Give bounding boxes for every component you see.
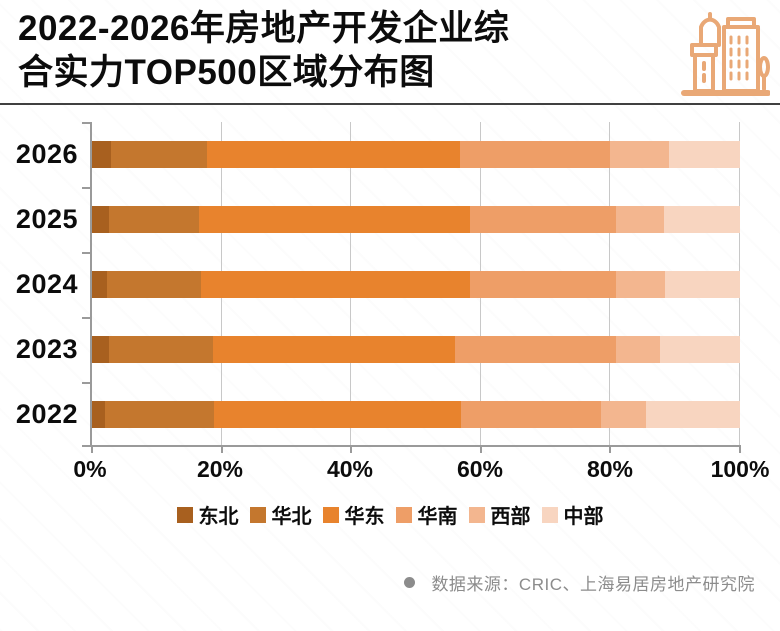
header-divider bbox=[0, 103, 780, 105]
legend-label-西部: 西部 bbox=[490, 506, 531, 528]
x-tick-label: 100% bbox=[710, 456, 770, 482]
bar-segment-华南 bbox=[469, 271, 616, 298]
bar-segment-东北 bbox=[92, 141, 112, 168]
bar-segment-华北 bbox=[111, 141, 208, 168]
legend-label-华东: 华东 bbox=[344, 506, 385, 528]
legend-swatch-华北 bbox=[249, 506, 266, 523]
y-axis-label-2022: 2022 bbox=[15, 399, 78, 429]
x-tick-label: 40% bbox=[326, 456, 374, 482]
stacked-bar-2026 bbox=[92, 141, 740, 168]
y-tick bbox=[82, 187, 92, 189]
bar-row-2022: 2022 bbox=[16, 382, 740, 447]
x-tick-0 bbox=[91, 445, 93, 453]
bar-segment-华东 bbox=[201, 271, 470, 298]
x-tick-100 bbox=[739, 445, 741, 453]
bar-segment-西部 bbox=[615, 206, 664, 233]
bar-segment-华南 bbox=[460, 401, 602, 428]
bar-segment-中部 bbox=[646, 401, 740, 428]
bar-segment-华北 bbox=[104, 401, 215, 428]
bar-segment-华南 bbox=[454, 336, 616, 363]
x-tick-20 bbox=[220, 445, 223, 453]
legend-label-华北: 华北 bbox=[271, 506, 312, 528]
legend-swatch-中部 bbox=[541, 506, 558, 523]
y-axis-label-2023: 2023 bbox=[15, 334, 78, 364]
bar-row-2023: 2023 bbox=[16, 317, 740, 382]
bar-segment-中部 bbox=[663, 206, 740, 233]
x-tick-60 bbox=[479, 445, 482, 453]
bar-segment-中部 bbox=[665, 271, 740, 298]
bar-segment-中部 bbox=[660, 336, 740, 363]
page-title-line2: 合实力TOP500区域分布图 bbox=[18, 52, 435, 92]
page-title: 2022-2026年房地产开发企业综 合实力TOP500区域分布图 bbox=[18, 7, 509, 95]
page-title-line1: 2022-2026年房地产开发企业综 bbox=[18, 9, 510, 48]
bar-segment-华东 bbox=[198, 206, 470, 233]
stacked-bar-2024 bbox=[92, 271, 740, 298]
legend-label-东北: 东北 bbox=[198, 506, 239, 528]
bar-segment-华南 bbox=[469, 206, 616, 233]
bar-row-2024: 2024 bbox=[16, 252, 740, 317]
source-note: 数据来源：CRIC、上海易居房地产研究院 bbox=[404, 570, 755, 595]
x-tick-label: 0% bbox=[73, 456, 107, 482]
stacked-bar-2023 bbox=[92, 336, 740, 363]
chart-legend: 东北 华北 华东 华南 西部 中部 bbox=[0, 500, 780, 529]
y-tick bbox=[82, 252, 92, 254]
y-tick bbox=[82, 122, 92, 124]
legend-item-西部: 西部 bbox=[468, 500, 531, 529]
bar-segment-华东 bbox=[207, 141, 461, 168]
legend-swatch-东北 bbox=[176, 506, 193, 523]
legend-item-东北: 东北 bbox=[176, 500, 239, 529]
y-tick bbox=[82, 445, 92, 447]
y-axis-label-2025: 2025 bbox=[15, 204, 78, 234]
stacked-bar-2022 bbox=[92, 401, 740, 428]
bar-segment-西部 bbox=[615, 336, 661, 363]
bar-segment-西部 bbox=[601, 401, 646, 428]
y-tick bbox=[82, 382, 92, 384]
bullet-icon bbox=[404, 577, 416, 588]
x-tick-40 bbox=[350, 445, 353, 453]
x-tick-label: 80% bbox=[586, 456, 634, 482]
stacked-bar-chart: 2026 2025 2024 2023 2022 0% 20% 40% 60% 80% 100% … bbox=[0, 122, 780, 542]
bar-segment-东北 bbox=[92, 401, 105, 428]
legend-label-华南: 华南 bbox=[417, 506, 458, 528]
x-axis-labels: 0% 20% 40% 60% 80% 100% bbox=[73, 456, 769, 486]
bar-segment-华东 bbox=[213, 336, 455, 363]
bar-segment-东北 bbox=[92, 271, 107, 298]
bar-segment-华北 bbox=[108, 206, 199, 233]
bar-segment-华北 bbox=[106, 271, 202, 298]
y-axis-label-2024: 2024 bbox=[15, 269, 78, 299]
x-tick-80 bbox=[609, 445, 612, 453]
bar-row-2025: 2025 bbox=[16, 187, 740, 252]
bar-segment-华北 bbox=[108, 336, 214, 363]
legend-item-华北: 华北 bbox=[249, 500, 312, 529]
x-tick-label: 20% bbox=[196, 456, 244, 482]
legend-swatch-华东 bbox=[322, 506, 339, 523]
bar-segment-东北 bbox=[92, 336, 109, 363]
legend-label-中部: 中部 bbox=[563, 506, 604, 528]
legend-item-中部: 中部 bbox=[541, 500, 604, 529]
bar-segment-东北 bbox=[92, 206, 109, 233]
legend-swatch-西部 bbox=[468, 506, 485, 523]
legend-item-华东: 华东 bbox=[322, 500, 385, 529]
legend-swatch-华南 bbox=[395, 506, 412, 523]
y-axis-label-2026: 2026 bbox=[15, 139, 78, 169]
bar-segment-中部 bbox=[668, 141, 740, 168]
source-text: 数据来源：CRIC、上海易居房地产研究院 bbox=[431, 575, 755, 594]
plot-area: 2026 2025 2024 2023 2022 bbox=[16, 122, 741, 453]
bar-segment-华南 bbox=[460, 141, 611, 168]
bar-segment-西部 bbox=[615, 271, 666, 298]
x-tick-label: 60% bbox=[456, 456, 504, 482]
stacked-bar-2025 bbox=[92, 206, 740, 233]
y-tick bbox=[82, 317, 92, 319]
bar-segment-华东 bbox=[214, 401, 461, 428]
bar-row-2026: 2026 bbox=[16, 122, 740, 187]
buildings-icon bbox=[681, 12, 770, 96]
header: 2022-2026年房地产开发企业综 合实力TOP500区域分布图 bbox=[0, 0, 780, 103]
legend-item-华南: 华南 bbox=[395, 500, 458, 529]
bar-segment-西部 bbox=[610, 141, 669, 168]
